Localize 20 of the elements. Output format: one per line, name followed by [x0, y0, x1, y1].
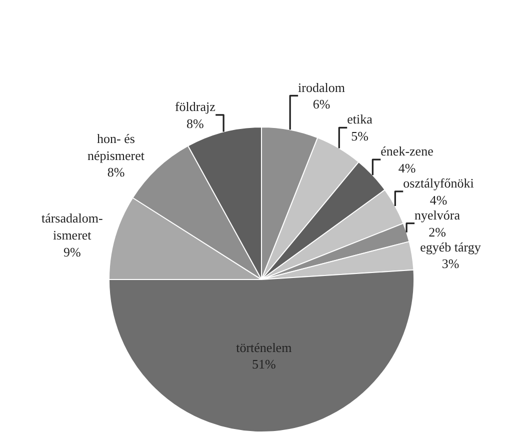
slice-label: ének-zene: [380, 144, 434, 159]
slice-label: társadalom- ismeret: [41, 210, 103, 243]
data-label: 8%: [186, 116, 204, 131]
data-label: 4%: [430, 192, 448, 208]
data-label: 6%: [312, 96, 330, 112]
slice-label: nyelvóra: [414, 207, 460, 222]
data-label: 8%: [107, 164, 125, 180]
slice-label: történelem: [236, 340, 292, 355]
data-label: 3%: [442, 256, 460, 272]
data-label: 5%: [351, 128, 369, 144]
data-label: 4%: [398, 160, 416, 176]
slice-label: irodalom: [298, 80, 345, 95]
slice-label: etika: [347, 112, 373, 127]
data-label: 51%: [252, 356, 276, 372]
slice-label: földrajz: [174, 99, 216, 114]
data-label: 2%: [428, 224, 446, 240]
slice-label: osztályfőnöki: [403, 175, 474, 190]
slice-label: egyéb tárgy: [420, 239, 482, 254]
slice-label: hon- és népismeret: [87, 130, 145, 163]
data-label: 9%: [63, 244, 81, 260]
